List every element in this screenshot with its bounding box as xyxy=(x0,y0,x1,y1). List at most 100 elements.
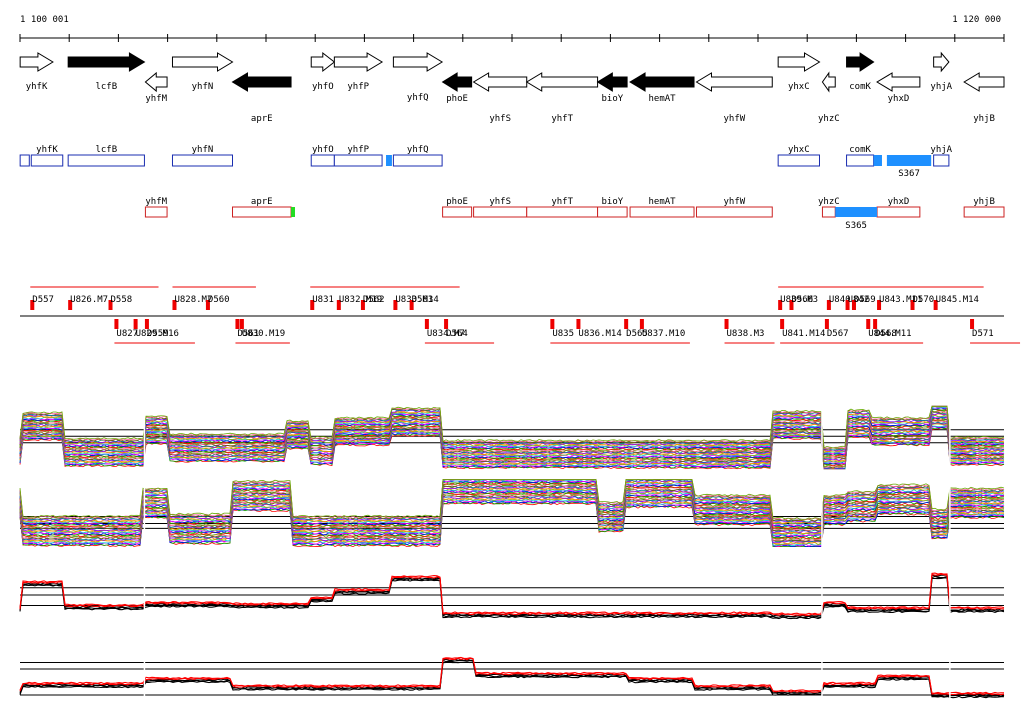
tu-upper-mark xyxy=(336,300,341,310)
plus-transcript-label: yhfO xyxy=(312,145,334,155)
tu-upper-label: U826.M7 xyxy=(70,295,108,305)
gene-arrow xyxy=(933,51,950,73)
expression-curve xyxy=(19,656,1004,695)
tu-upper-label: D562 xyxy=(363,295,385,305)
coordinate-ruler: 1 100 001 1 120 000 xyxy=(19,15,1005,42)
minus-strand-transcript-track: yhfM aprE phoE yhfS yhfT bioY hemAT yhfW yhzC yhx… xyxy=(144,197,1005,231)
gene-label: aprE xyxy=(251,114,273,124)
tu-lower-mark xyxy=(576,319,581,329)
tu-upper-mark xyxy=(845,300,850,310)
gene-arrow xyxy=(695,72,773,92)
plus-transcript-label: yhxC xyxy=(788,145,810,155)
plus-transcript-label: yhfQ xyxy=(407,145,429,155)
plus-transcript-label: yhfP xyxy=(347,145,369,155)
tu-lower-mark xyxy=(639,319,644,329)
gene-label: yhfO xyxy=(312,82,334,92)
tu-lower-mark xyxy=(866,319,871,329)
plus-transcript-box xyxy=(933,154,950,167)
expression-curve xyxy=(19,497,1005,545)
gene-annotation-track: yhfK lcfB yhfM yhfN aprE yhfO yhfP yhfQ phoE yhfS… xyxy=(19,51,1005,124)
expression-curve xyxy=(19,406,1005,454)
plus-segment xyxy=(873,155,882,166)
tu-upper-mark xyxy=(108,300,113,310)
expression-curve xyxy=(19,417,1005,467)
gene-label: yhjB xyxy=(973,114,995,124)
tu-lower-label: D571 xyxy=(972,329,994,339)
expression-curve xyxy=(19,405,1005,450)
tu-lower-mark xyxy=(235,319,240,329)
gene-label: yhjA xyxy=(930,82,952,92)
tu-lower-label: D567 xyxy=(827,329,849,339)
tu-upper-label: U842 xyxy=(848,295,870,305)
plus-transcript-label: yhfK xyxy=(36,145,58,155)
expression-curve xyxy=(19,406,1005,455)
plus-transcript-box xyxy=(310,154,335,167)
expression-curve xyxy=(19,409,1005,457)
expression-curve xyxy=(19,407,1005,456)
minus-transcript-label: phoE xyxy=(446,197,468,207)
tu-lower-label: D561 xyxy=(237,329,259,339)
gene-arrow xyxy=(392,52,444,72)
minus-transcript-label: hemAT xyxy=(648,197,676,207)
plus-transcript-label: comK xyxy=(849,145,871,155)
expression-curve xyxy=(19,411,1005,459)
tu-lower-label: U835 xyxy=(552,329,574,339)
gene-label: yhfQ xyxy=(407,93,429,103)
plus-transcript-box xyxy=(19,154,30,167)
gene-arrow xyxy=(19,52,54,72)
tu-upper-mark xyxy=(778,300,783,310)
gene-label: yhfP xyxy=(347,82,369,92)
tu-upper-label: U828.M7 xyxy=(174,295,212,305)
plus-segment-label: S367 xyxy=(898,169,920,179)
gene-label: lcfB xyxy=(95,82,117,92)
tu-lower-mark xyxy=(114,319,119,329)
expression-curve xyxy=(19,413,1005,462)
expression-curve xyxy=(19,499,1005,547)
gene-arrow xyxy=(310,51,336,73)
minus-transcript-label: aprE xyxy=(251,197,273,207)
minus-transcript-box xyxy=(597,206,628,218)
expression-curve xyxy=(19,422,1004,470)
tu-lower-label: U836.M14 xyxy=(578,329,621,339)
expression-curve xyxy=(19,486,1005,534)
minus-transcript-label: yhzC xyxy=(818,197,840,207)
gene-label: comK xyxy=(849,82,871,92)
tu-upper-label: U839.M3 xyxy=(780,295,818,305)
tu-upper-mark xyxy=(393,300,398,310)
gene-label: yhfN xyxy=(192,82,214,92)
gene-label: yhxC xyxy=(788,82,810,92)
tu-upper-label: D570 xyxy=(913,295,935,305)
tu-lower-label: U837.M10 xyxy=(642,329,685,339)
tu-upper-label: U843.M11 xyxy=(879,295,922,305)
tu-lower-label: U841.M14 xyxy=(782,329,825,339)
tu-lower-mark xyxy=(144,319,149,329)
tu-upper-label: U832.M19 xyxy=(339,295,382,305)
plus-transcript-label: lcfB xyxy=(95,145,117,155)
expression-curve xyxy=(19,405,1005,449)
minus-transcript-label: yhjB xyxy=(973,197,995,207)
expression-curve xyxy=(19,658,1005,697)
tu-lower-mark xyxy=(239,319,244,329)
minus-transcript-box xyxy=(695,206,773,218)
tu-upper-mark xyxy=(68,300,73,310)
tu-lower-label: U830.M19 xyxy=(242,329,285,339)
gene-arrow xyxy=(525,72,599,92)
expression-curve xyxy=(19,573,1005,616)
gene-label: hemAT xyxy=(648,94,676,104)
minus-transcript-box xyxy=(876,206,921,218)
plus-transcript-label: yhjA xyxy=(930,145,952,155)
tu-lower-mark xyxy=(824,319,829,329)
tu-lower-mark xyxy=(550,319,555,329)
tu-lower-mark xyxy=(780,319,785,329)
minus-transcript-box xyxy=(821,206,836,218)
tu-upper-mark xyxy=(409,300,414,310)
minus-transcript-label: yhfW xyxy=(724,197,746,207)
gene-arrow xyxy=(876,72,921,92)
expression-curve xyxy=(19,405,1005,450)
gene-label: yhfT xyxy=(551,114,573,124)
tu-lower-label: U827 xyxy=(116,329,138,339)
expression-curve xyxy=(19,486,1005,535)
minus-transcript-label: yhfT xyxy=(551,197,573,207)
minus-transcript-label: bioY xyxy=(602,197,624,207)
